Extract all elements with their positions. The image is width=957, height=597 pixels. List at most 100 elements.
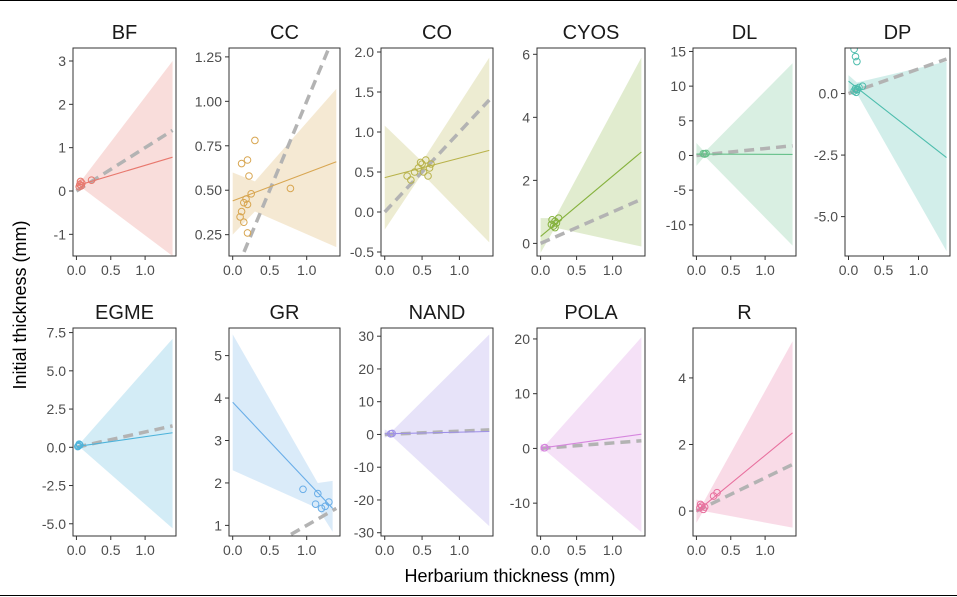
data-point bbox=[247, 189, 255, 198]
data-point bbox=[240, 218, 248, 227]
data-point bbox=[713, 488, 721, 497]
fit-line bbox=[540, 433, 642, 449]
panel-border bbox=[72, 327, 177, 537]
x-tick-label: 0.5 bbox=[101, 542, 121, 558]
x-tick-label: 0.0 bbox=[375, 262, 395, 278]
x-tick-label: 0.5 bbox=[721, 262, 741, 278]
panel-plot-area bbox=[75, 61, 174, 256]
x-tick-label: 1.0 bbox=[135, 262, 155, 278]
y-tick-label: -10 bbox=[354, 459, 374, 475]
data-point bbox=[317, 504, 326, 513]
panel-title: GR bbox=[270, 302, 300, 324]
x-tick-label: 0.0 bbox=[839, 262, 859, 278]
y-tick-label: 1.00 bbox=[195, 93, 222, 109]
x-tick-label: 1.0 bbox=[450, 542, 470, 558]
panel-border bbox=[380, 327, 494, 537]
data-point bbox=[410, 168, 419, 176]
data-point bbox=[76, 177, 85, 186]
data-point bbox=[551, 223, 559, 232]
confidence-band bbox=[384, 57, 490, 243]
data-point bbox=[424, 172, 432, 180]
reference-line bbox=[847, 57, 948, 96]
x-tick-label: 0.0 bbox=[531, 262, 551, 278]
data-point bbox=[858, 82, 867, 90]
y-tick-label: 3 bbox=[214, 432, 222, 448]
y-tick-label: -1 bbox=[54, 226, 67, 242]
data-point bbox=[237, 159, 246, 168]
x-tick-label: 1.0 bbox=[755, 542, 775, 558]
y-tick-label: 4 bbox=[214, 390, 222, 406]
data-point bbox=[548, 215, 556, 224]
y-tick-label: 0 bbox=[366, 426, 374, 442]
y-tick-label: 0 bbox=[58, 183, 66, 199]
data-point bbox=[286, 184, 295, 193]
fit-line bbox=[848, 80, 947, 158]
confidence-band bbox=[540, 57, 642, 253]
data-point bbox=[325, 498, 333, 506]
x-tick-label: 1.0 bbox=[755, 262, 775, 278]
panel-title: DL bbox=[732, 22, 758, 44]
panel-plot-area bbox=[696, 63, 793, 246]
data-point bbox=[87, 176, 96, 184]
panel-dl: DL 0.0 0.5 1.0 -10 -5 0 5 10 15 bbox=[666, 22, 797, 278]
y-tick-label: 2 bbox=[214, 475, 222, 491]
panel-plot-area bbox=[232, 334, 338, 536]
data-point bbox=[236, 213, 244, 221]
fit-line bbox=[76, 432, 173, 448]
y-tick-label: -5.0 bbox=[42, 516, 66, 532]
data-point bbox=[427, 160, 435, 168]
panel-border bbox=[228, 47, 341, 257]
reference-line bbox=[284, 506, 338, 536]
x-tick-label: 0.5 bbox=[567, 542, 587, 558]
y-tick-label: 6 bbox=[522, 46, 530, 62]
x-tick-label: 1.0 bbox=[603, 542, 623, 558]
panel-nand: NAND 0.0 0.5 1.0 -30 -20 -10 0 10 20 30 bbox=[354, 302, 494, 558]
data-point bbox=[74, 442, 82, 451]
x-tick-label: 1.0 bbox=[135, 542, 155, 558]
x-tick-label: 0.5 bbox=[567, 262, 587, 278]
confidence-band bbox=[232, 88, 337, 248]
panel-plot-area bbox=[74, 338, 173, 529]
y-tick-label: -20 bbox=[354, 492, 374, 508]
x-tick-label: 1.0 bbox=[909, 262, 929, 278]
x-tick-label: 0.0 bbox=[223, 542, 243, 558]
x-tick-label: 0.5 bbox=[260, 542, 280, 558]
data-point bbox=[541, 443, 549, 452]
y-tick-label: -2.5 bbox=[42, 478, 66, 494]
y-tick-label: 5 bbox=[678, 113, 686, 129]
y-tick-label: 1 bbox=[214, 517, 222, 533]
panel-title: BF bbox=[112, 22, 138, 44]
y-tick-label: 2.0 bbox=[355, 44, 375, 60]
panel-pola: POLA 0.0 0.5 1.0 -10 0 10 20 bbox=[510, 302, 646, 558]
y-tick-label: -2.5 bbox=[814, 147, 838, 163]
y-tick-label: -0.5 bbox=[350, 244, 374, 260]
y-axis-label: Initial thickness (mm) bbox=[10, 220, 30, 389]
x-tick-label: 0.0 bbox=[687, 262, 707, 278]
panel-plot-area bbox=[847, 48, 948, 252]
data-point bbox=[700, 503, 709, 511]
panel-egme: EGME 0.0 0.5 1.0 -5.0 -2.5 0.0 2.5 5.0 7.5 bbox=[42, 302, 177, 558]
x-tick-label: 0.5 bbox=[101, 262, 121, 278]
y-tick-label: 0.0 bbox=[355, 204, 375, 220]
x-tick-label: 0.0 bbox=[67, 262, 87, 278]
data-point bbox=[299, 485, 307, 494]
y-tick-label: -5.0 bbox=[814, 209, 838, 225]
panel-cyos: CYOS 0.0 0.5 1.0 0 2 4 6 bbox=[522, 22, 646, 278]
panel-border bbox=[536, 327, 646, 537]
x-tick-label: 0.0 bbox=[375, 542, 395, 558]
data-point bbox=[243, 156, 252, 164]
y-tick-label: 1 bbox=[58, 140, 66, 156]
reference-line bbox=[240, 48, 331, 256]
data-point bbox=[240, 198, 248, 207]
data-point bbox=[407, 176, 415, 184]
data-point bbox=[425, 164, 434, 172]
confidence-band bbox=[384, 334, 490, 527]
panel-title: CO bbox=[422, 22, 452, 44]
y-tick-label: 5.0 bbox=[47, 363, 67, 379]
x-tick-label: 0.5 bbox=[412, 542, 432, 558]
fit-line bbox=[232, 161, 337, 202]
y-tick-label: 10 bbox=[514, 386, 530, 402]
x-tick-label: 1.0 bbox=[603, 262, 623, 278]
y-tick-label: -10 bbox=[666, 217, 686, 233]
panel-title: EGME bbox=[95, 302, 154, 324]
